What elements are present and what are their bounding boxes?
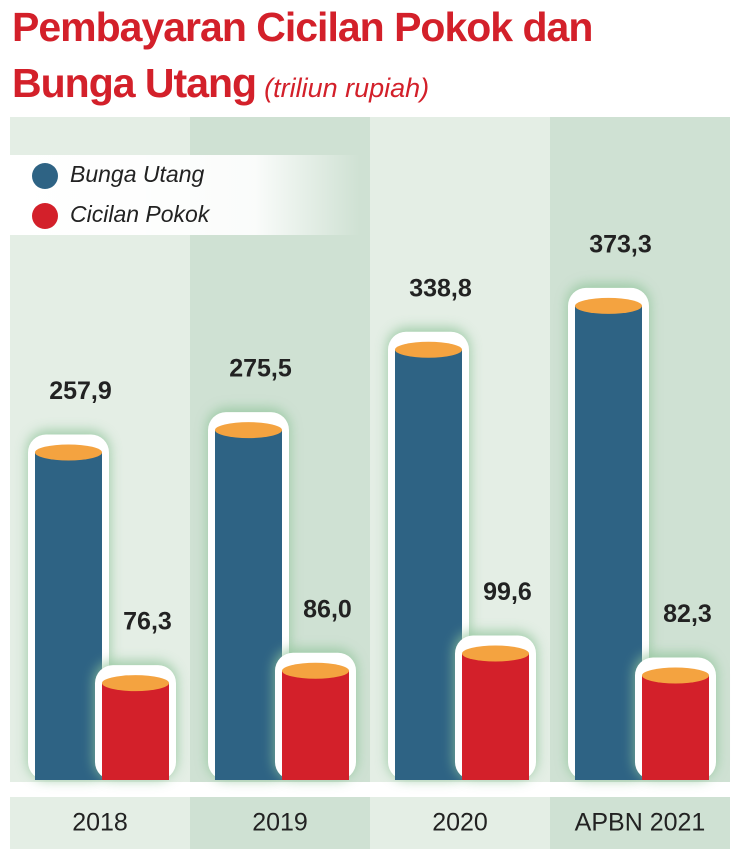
value-label: 86,0 — [303, 595, 352, 623]
bar-cap — [642, 667, 709, 684]
value-label: 373,3 — [589, 231, 652, 259]
value-label: 257,9 — [49, 377, 112, 405]
bar — [102, 683, 169, 780]
header: Pembayaran Cicilan Pokok dan Bunga Utang… — [12, 4, 612, 116]
bar-cap — [282, 662, 349, 679]
plot: 257,9 275,5 338,8 373,3 76,3 86,0 99,6 82,3 — [27, 231, 717, 780]
value-label: 275,5 — [229, 355, 292, 383]
bar-cap — [395, 341, 462, 358]
x-tick-label: APBN 2021 — [575, 809, 706, 837]
legend-label: Cicilan Pokok — [70, 201, 211, 227]
legend-marker — [32, 203, 58, 229]
legend: Bunga Utang Cicilan Pokok — [10, 155, 360, 235]
legend-marker — [32, 163, 58, 189]
bar-cap — [575, 297, 642, 314]
bar-cap — [102, 675, 169, 692]
chart-subtitle: (triliun rupiah) — [264, 73, 430, 103]
category-box — [550, 797, 730, 849]
value-label: 99,6 — [483, 578, 532, 606]
bar — [282, 670, 349, 780]
category-box — [10, 797, 190, 849]
bar — [642, 675, 709, 780]
bar-cap — [35, 444, 102, 461]
value-label: 82,3 — [663, 600, 712, 628]
bar — [462, 653, 529, 780]
legend-box — [10, 155, 360, 235]
category-box — [190, 797, 370, 849]
chart-title: Pembayaran Cicilan Pokok dan Bunga Utang — [12, 4, 593, 106]
x-tick-label: 2019 — [252, 809, 308, 837]
x-tick-label: 2020 — [432, 809, 488, 837]
value-label: 76,3 — [123, 608, 172, 636]
bar — [35, 452, 102, 780]
x-tick-label: 2018 — [72, 809, 128, 837]
bar-cap — [215, 422, 282, 439]
category-box — [370, 797, 550, 849]
legend-label: Bunga Utang — [70, 161, 204, 187]
value-label: 338,8 — [409, 274, 472, 302]
bar — [575, 305, 642, 780]
bar-cap — [462, 645, 529, 662]
bar — [395, 349, 462, 780]
bar — [215, 430, 282, 780]
